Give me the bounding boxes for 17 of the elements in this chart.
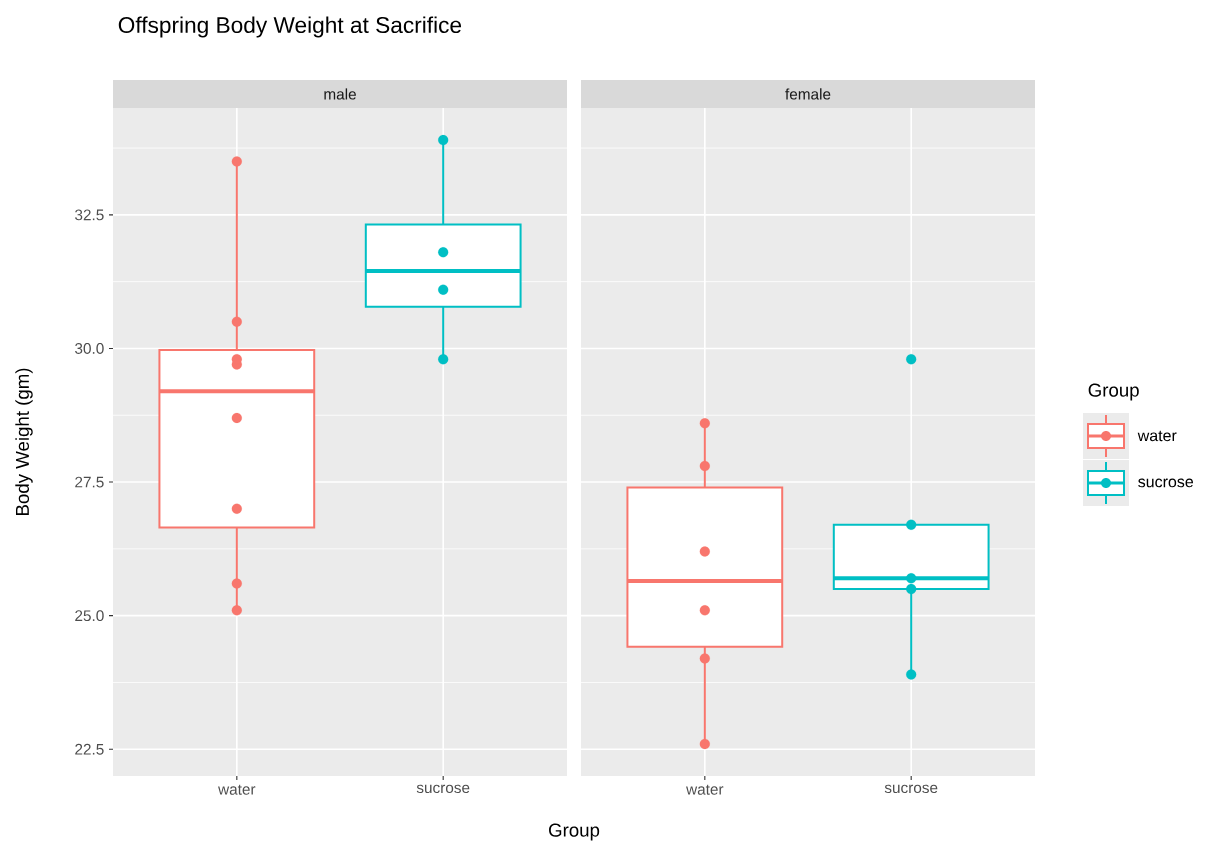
legend-label: sucrose (1138, 478, 1194, 488)
y-tick-label: 32.5 (75, 209, 104, 221)
y-tick-label: 25.0 (75, 610, 104, 622)
x-tick-label: sucrose (884, 784, 938, 794)
x-tick-label: sucrose (416, 784, 470, 794)
y-tick-label: 22.5 (75, 743, 104, 755)
y-axis-title: Body Weight (gm) (15, 368, 33, 515)
chart-title: Offspring Body Weight at Sacrifice (118, 16, 462, 38)
y-tick-label: 30.0 (75, 343, 104, 354)
legend-title: Group (1088, 383, 1139, 401)
x-tick-label: water (686, 784, 724, 795)
chart-subtitle: male (324, 88, 356, 100)
y-tick-label: 27.5 (75, 476, 104, 488)
x-axis-title: Group (549, 823, 600, 841)
chart-subtitle: female (785, 88, 831, 100)
x-tick-label: water (218, 784, 256, 795)
legend-label: water (1137, 430, 1177, 442)
